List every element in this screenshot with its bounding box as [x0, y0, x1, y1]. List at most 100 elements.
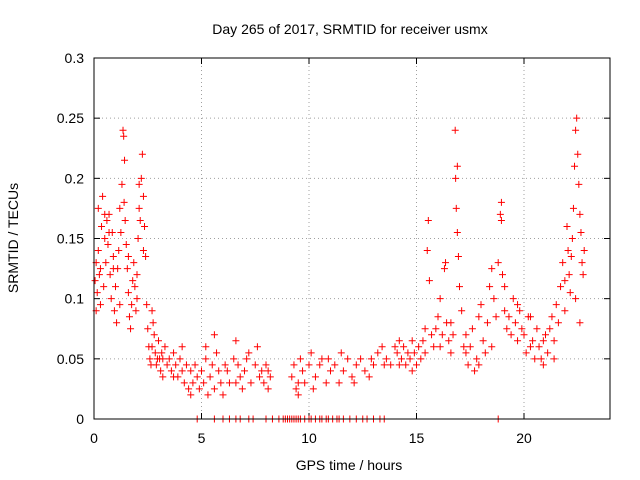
data-point [266, 373, 274, 381]
data-point [367, 355, 375, 363]
data-point [290, 361, 298, 369]
data-point [539, 361, 547, 369]
data-point [580, 247, 588, 255]
data-point [187, 391, 195, 399]
data-point [208, 361, 216, 369]
data-point [167, 367, 175, 375]
data-point [460, 343, 468, 351]
data-point [130, 259, 138, 267]
data-point [172, 361, 180, 369]
data-point [117, 228, 125, 236]
data-point [215, 367, 223, 375]
data-point [98, 222, 106, 230]
y-tick-label: 0.2 [65, 170, 85, 186]
data-point [569, 204, 577, 212]
data-point [223, 367, 231, 375]
data-point [96, 265, 104, 273]
data-point [537, 355, 545, 363]
data-point [134, 235, 142, 242]
data-point [488, 343, 496, 351]
x-tick-label: 15 [409, 430, 425, 446]
data-point [112, 283, 119, 291]
data-point [253, 343, 261, 351]
data-point [99, 192, 107, 200]
data-point [578, 259, 586, 267]
data-point [148, 307, 156, 315]
data-point [486, 283, 494, 291]
data-point [301, 379, 309, 387]
data-point [109, 253, 117, 261]
data-point [247, 379, 255, 387]
data-point [475, 313, 483, 321]
data-point [148, 343, 156, 351]
data-point [119, 126, 127, 134]
data-point [454, 253, 462, 261]
data-point [236, 373, 244, 381]
data-point [322, 379, 330, 387]
data-point [264, 385, 272, 393]
data-point [185, 385, 193, 393]
data-point [123, 265, 131, 273]
data-point [122, 241, 130, 249]
data-point [494, 259, 502, 267]
data-point [499, 271, 506, 279]
data-point [393, 349, 401, 357]
y-tick-label: 0 [76, 411, 84, 427]
data-point [447, 349, 455, 357]
data-point [189, 379, 197, 387]
data-point [260, 379, 268, 387]
data-point [124, 253, 132, 261]
data-point [158, 349, 166, 357]
data-point [213, 349, 221, 357]
data-point [348, 373, 356, 381]
y-tick-label: 0.3 [65, 50, 85, 66]
data-point [217, 379, 225, 387]
data-point [264, 367, 272, 375]
data-point [182, 361, 190, 369]
data-point [413, 361, 420, 369]
data-point [542, 331, 549, 339]
data-point [430, 343, 438, 351]
data-point [120, 198, 128, 206]
data-point [473, 355, 481, 363]
data-point [370, 361, 377, 369]
data-point [256, 373, 264, 381]
data-point [361, 367, 369, 375]
data-point [406, 355, 414, 363]
data-point [170, 373, 178, 381]
data-point [374, 349, 382, 357]
data-point [305, 361, 313, 369]
data-point [544, 349, 552, 357]
data-point [120, 132, 128, 140]
data-point [258, 367, 266, 375]
data-point [288, 373, 296, 381]
data-point [94, 204, 102, 212]
data-point [397, 355, 405, 363]
data-point [221, 361, 229, 369]
data-point [144, 325, 152, 333]
data-point [579, 271, 587, 279]
data-point [294, 391, 302, 399]
data-point [165, 355, 173, 363]
data-point [101, 210, 109, 218]
data-point [243, 355, 251, 363]
data-point [202, 343, 210, 351]
data-point [149, 319, 157, 327]
data-point [507, 331, 515, 339]
data-point [118, 180, 126, 188]
data-point [138, 150, 146, 158]
data-point [424, 216, 432, 224]
data-point [539, 337, 547, 345]
data-point [464, 361, 472, 369]
data-point [210, 331, 218, 339]
data-point [200, 379, 208, 387]
data-point [575, 180, 583, 188]
data-point [159, 373, 167, 381]
data-point [522, 349, 530, 357]
data-point [458, 307, 466, 315]
data-point [316, 361, 324, 369]
data-point [102, 259, 110, 267]
data-point [566, 289, 574, 297]
data-point [503, 325, 511, 333]
